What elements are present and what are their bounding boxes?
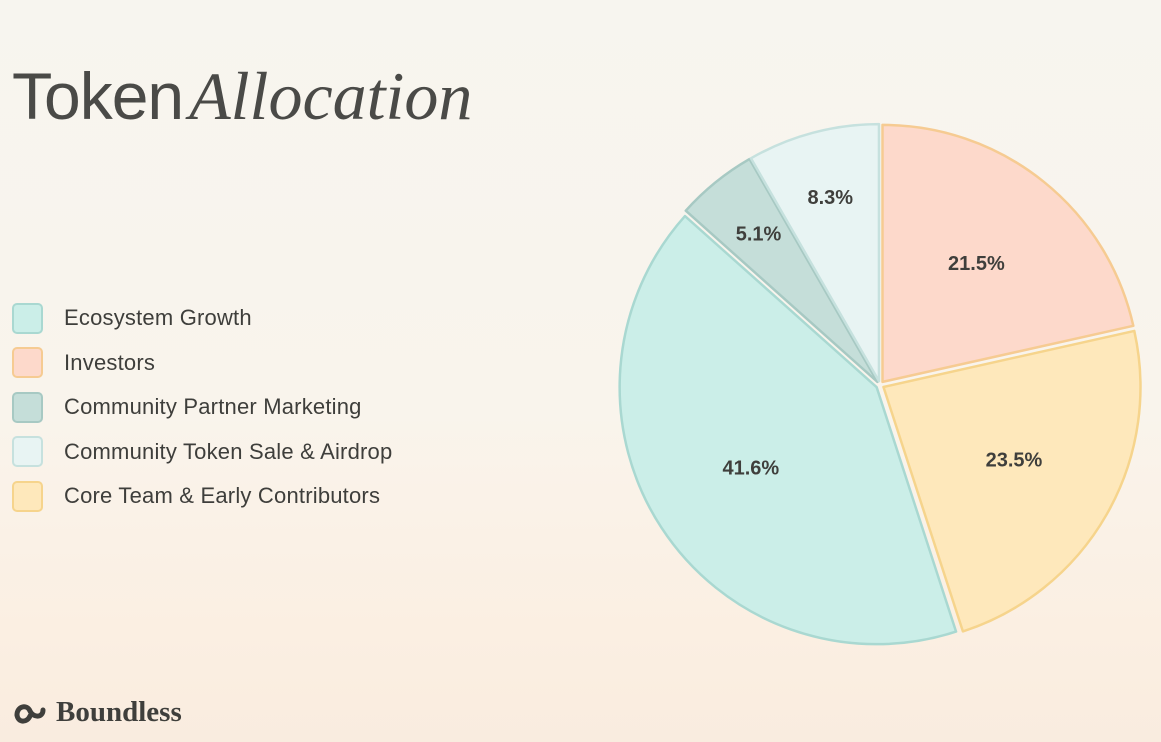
slice-label: 8.3%	[808, 187, 854, 209]
boundless-logo-icon	[14, 703, 46, 724]
slice-label: 21.5%	[948, 253, 1005, 275]
pie-slice	[881, 123, 1135, 384]
legend-item: Community Partner Marketing	[12, 385, 392, 430]
legend-item: Community Token Sale & Airdrop	[12, 430, 392, 475]
chart-legend: Ecosystem Growth Investors Community Par…	[12, 296, 392, 519]
legend-swatch	[12, 436, 43, 468]
legend-label: Ecosystem Growth	[64, 305, 252, 331]
pie-slice	[618, 214, 958, 646]
legend-label: Community Partner Marketing	[64, 394, 362, 420]
legend-label: Community Token Sale & Airdrop	[64, 438, 393, 464]
pie-chart: 21.5% 23.5% 41.6% 5.1% 8.3%	[618, 122, 1142, 646]
legend-swatch	[12, 302, 43, 334]
legend-label: Investors	[64, 349, 156, 375]
legend-swatch	[12, 391, 43, 423]
legend-item: Ecosystem Growth	[12, 296, 392, 341]
slice-label: 41.6%	[722, 458, 779, 480]
legend-swatch	[12, 480, 43, 512]
pie-slice	[749, 122, 881, 383]
legend-swatch	[12, 347, 43, 379]
title-word-token: Token	[12, 59, 184, 133]
legend-item: Investors	[12, 341, 392, 386]
brand: Boundless	[12, 696, 182, 729]
slice-label: 23.5%	[986, 450, 1043, 472]
pie-slice	[684, 157, 879, 384]
page-title: TokenAllocation	[12, 62, 472, 130]
brand-name: Boundless	[56, 696, 182, 728]
slice-label: 5.1%	[736, 224, 782, 246]
legend-item: Core Team & Early Contributors	[12, 474, 392, 519]
title-word-allocation: Allocation	[189, 58, 473, 134]
legend-label: Core Team & Early Contributors	[64, 483, 381, 509]
pie-slice	[882, 329, 1142, 633]
